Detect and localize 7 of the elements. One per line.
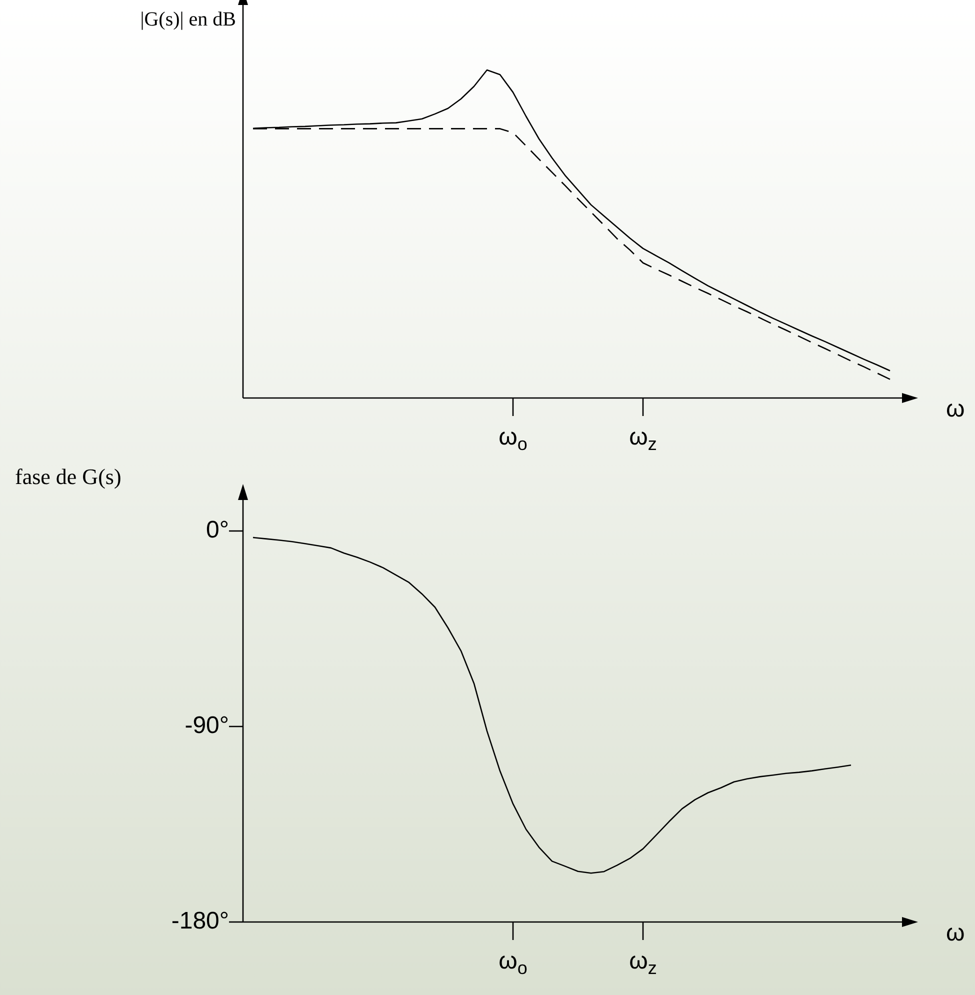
y-tick-label: 0° [206, 516, 229, 544]
x-axis-title: ω [946, 920, 965, 947]
x-axis-title: ω [946, 396, 965, 423]
y-tick-label: -180° [171, 908, 229, 935]
y-axis-title: fase de G(s) [15, 464, 122, 489]
y-tick-label: -90° [184, 712, 229, 740]
y-axis-title: |G(s)| en dB [140, 8, 236, 30]
